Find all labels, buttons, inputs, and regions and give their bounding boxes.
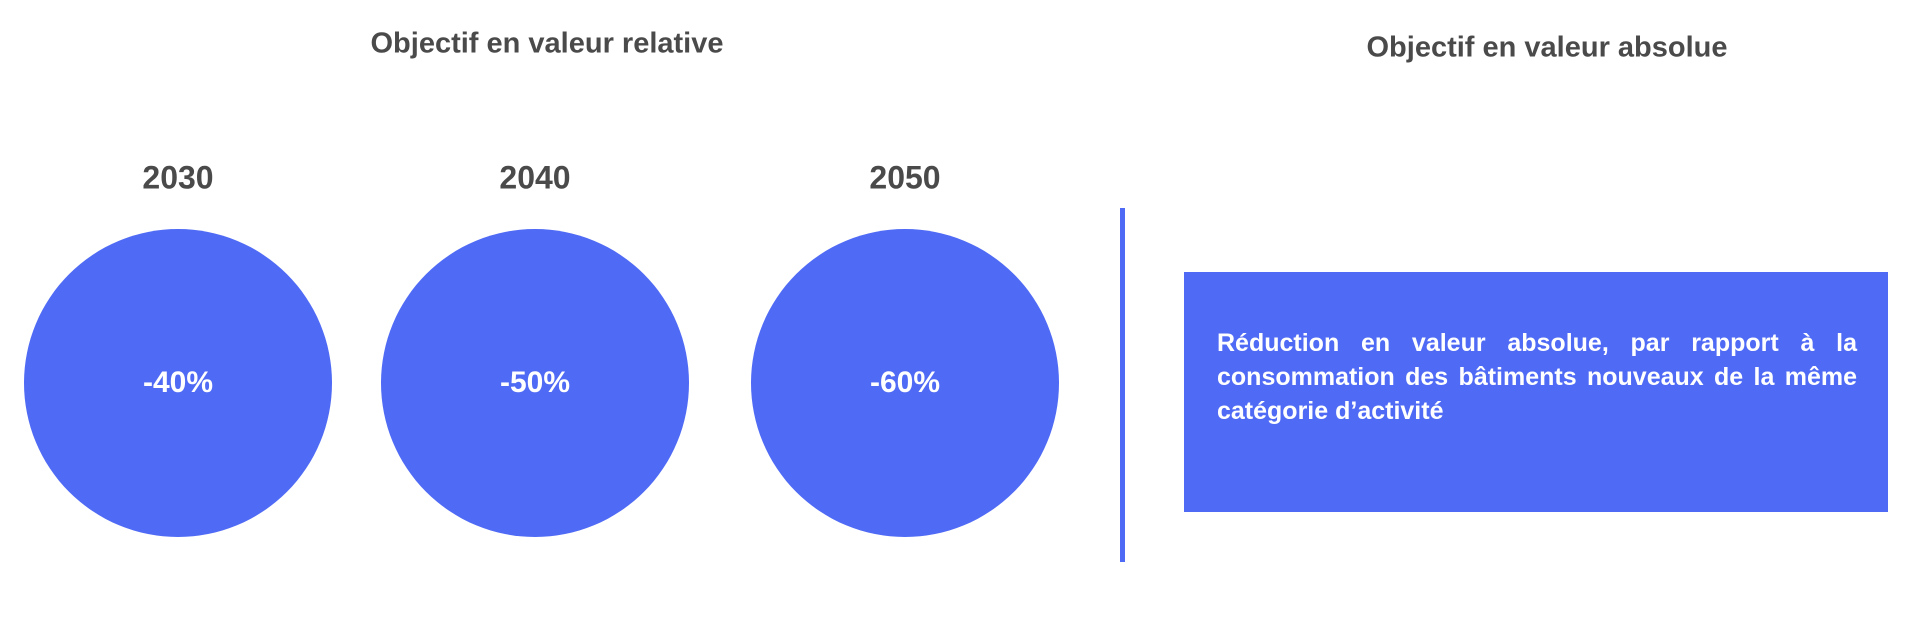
items: 2030 -40% 2040 -50% 2050 -60%: [24, 159, 1059, 537]
text-box: [1184, 272, 1888, 512]
description: Réduction en valeur absolue, par rapport…: [1217, 329, 1857, 425]
year-label: 2030: [142, 159, 213, 195]
target-circle: [751, 229, 1059, 537]
year-label: 2050: [869, 159, 940, 195]
divider: [1120, 208, 1125, 562]
target-circle: [24, 229, 332, 537]
target-circle: [381, 229, 689, 537]
year-label: 2040: [499, 159, 570, 195]
target-value: -40%: [143, 366, 213, 399]
target-value: -60%: [870, 366, 940, 399]
right-title: Objectif en valeur absolue: [1367, 32, 1728, 64]
left-title: Objectif en valeur relative: [371, 28, 724, 60]
target-value: -50%: [500, 366, 570, 399]
